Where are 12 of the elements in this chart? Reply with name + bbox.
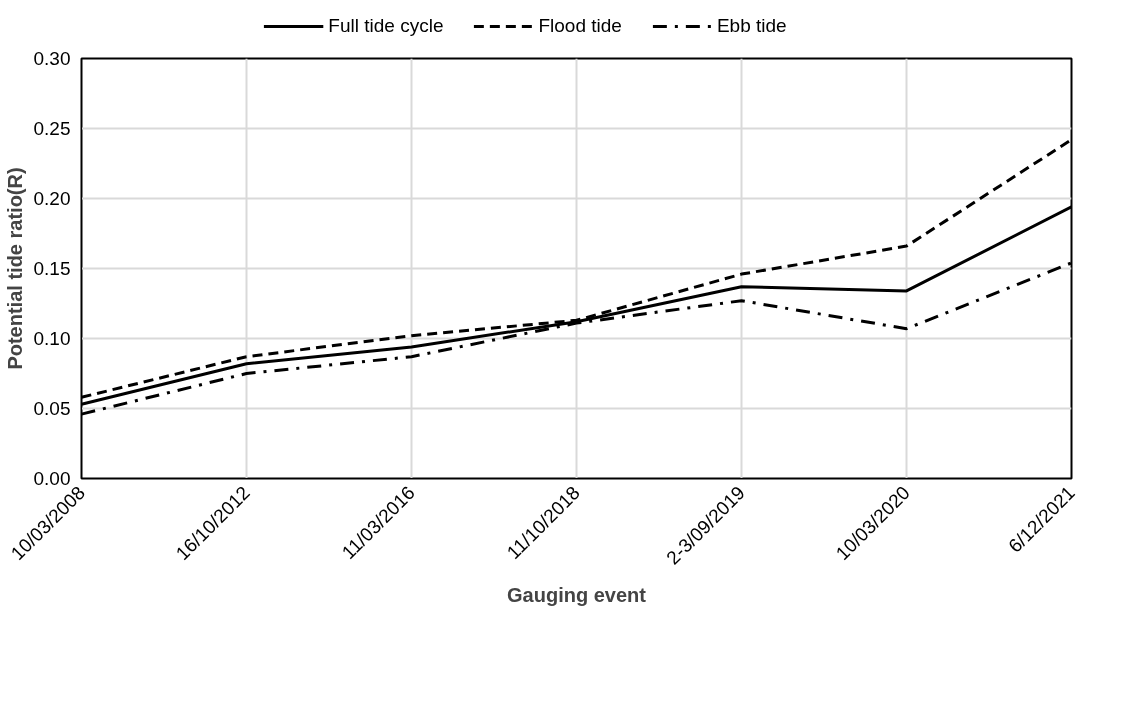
y-axis-title: Potential tide ratio(R) (3, 167, 26, 370)
y-tick-label: 0.10 (33, 328, 71, 349)
y-tick-label: 0.00 (33, 468, 71, 489)
legend-label: Flood tide (538, 15, 622, 37)
y-tick-label: 0.15 (33, 258, 71, 279)
x-axis-title: Gauging event (507, 584, 647, 607)
legend-label: Full tide cycle (328, 15, 444, 37)
y-tick-label: 0.30 (33, 48, 71, 69)
y-tick-label: 0.20 (33, 188, 71, 209)
legend-label: Ebb tide (716, 15, 787, 37)
y-tick-label: 0.05 (33, 398, 71, 419)
y-tick-label: 0.25 (33, 118, 71, 139)
